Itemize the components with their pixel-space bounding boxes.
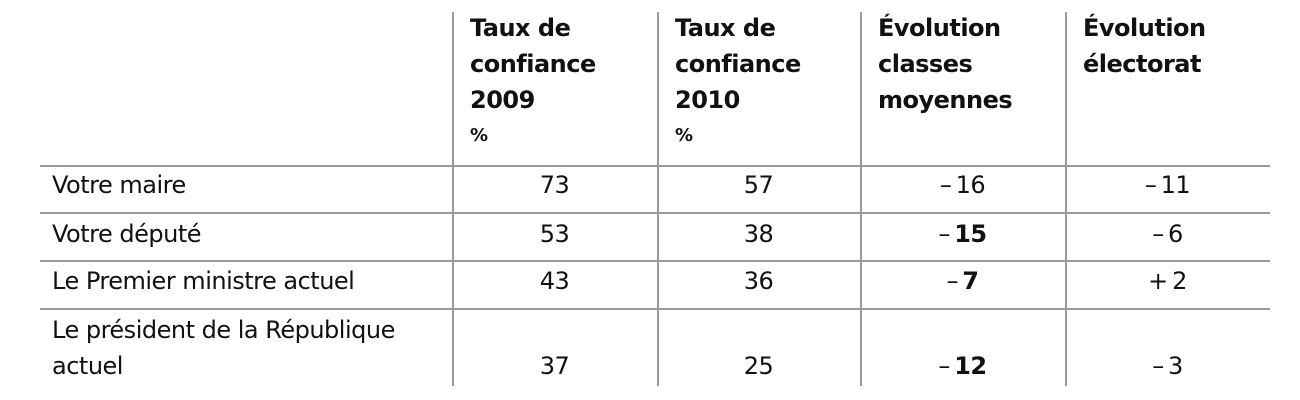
row-label: Votre député xyxy=(52,220,202,248)
sign: + xyxy=(1148,267,1168,295)
row-divider xyxy=(40,260,1270,262)
column-divider xyxy=(657,12,659,386)
header-text: % xyxy=(470,125,488,146)
column-divider xyxy=(1065,12,1067,386)
header-text: 2010 xyxy=(675,86,740,114)
cell-value: 11 xyxy=(1160,171,1191,199)
header-text: moyennes xyxy=(878,86,1013,114)
table-cell: 36 xyxy=(743,267,774,295)
table-cell: – 16 xyxy=(860,167,1065,203)
header-text: Évolution xyxy=(878,14,1001,42)
sign: – xyxy=(938,352,950,380)
column-divider xyxy=(452,12,454,386)
row-label: Le président de la République xyxy=(52,316,395,344)
cell-value: 7 xyxy=(962,267,979,295)
cell-value: 16 xyxy=(955,171,986,199)
row-label: actuel xyxy=(52,352,123,380)
table-cell: – 11 xyxy=(1065,167,1270,203)
table-cell: 37 xyxy=(539,352,570,380)
header-text: confiance xyxy=(470,50,596,78)
header-text: Évolution xyxy=(1083,14,1206,42)
table-cell: 43 xyxy=(539,267,570,295)
sign: – xyxy=(939,171,952,199)
row-divider xyxy=(40,308,1270,310)
table-cell: – 3 xyxy=(1065,348,1270,384)
table-cell: + 2 xyxy=(1065,263,1270,299)
header-text: Taux de xyxy=(470,14,571,42)
table-cell: – 15 xyxy=(860,216,1065,252)
table-cell: 25 xyxy=(743,352,774,380)
cell-value: 15 xyxy=(954,220,987,248)
header-text: électorat xyxy=(1083,50,1201,78)
sign: – xyxy=(1152,352,1164,380)
cell-value: 12 xyxy=(954,352,987,380)
table-cell: – 12 xyxy=(860,348,1065,384)
cell-value: 3 xyxy=(1168,352,1183,380)
sign: – xyxy=(1144,171,1157,199)
column-divider xyxy=(860,12,862,386)
header-text: 2009 xyxy=(470,86,535,114)
table-cell: 73 xyxy=(539,171,570,199)
table-cell: 38 xyxy=(743,220,774,248)
header-text: confiance xyxy=(675,50,801,78)
header-text: classes xyxy=(878,50,973,78)
row-label: Le Premier ministre actuel xyxy=(52,267,355,295)
header-text: % xyxy=(675,125,693,146)
cell-value: 2 xyxy=(1172,267,1187,295)
table-cell: – 7 xyxy=(860,263,1065,299)
table-cell: – 6 xyxy=(1065,216,1270,252)
table-cell: 53 xyxy=(539,220,570,248)
table-cell: 57 xyxy=(743,171,774,199)
header-text: Taux de xyxy=(675,14,776,42)
row-divider xyxy=(40,165,1270,167)
sign: – xyxy=(938,220,950,248)
cell-value: 6 xyxy=(1168,220,1183,248)
sign: – xyxy=(1152,220,1164,248)
row-divider xyxy=(40,212,1270,214)
row-label: Votre maire xyxy=(52,171,186,199)
sign: – xyxy=(946,267,959,295)
